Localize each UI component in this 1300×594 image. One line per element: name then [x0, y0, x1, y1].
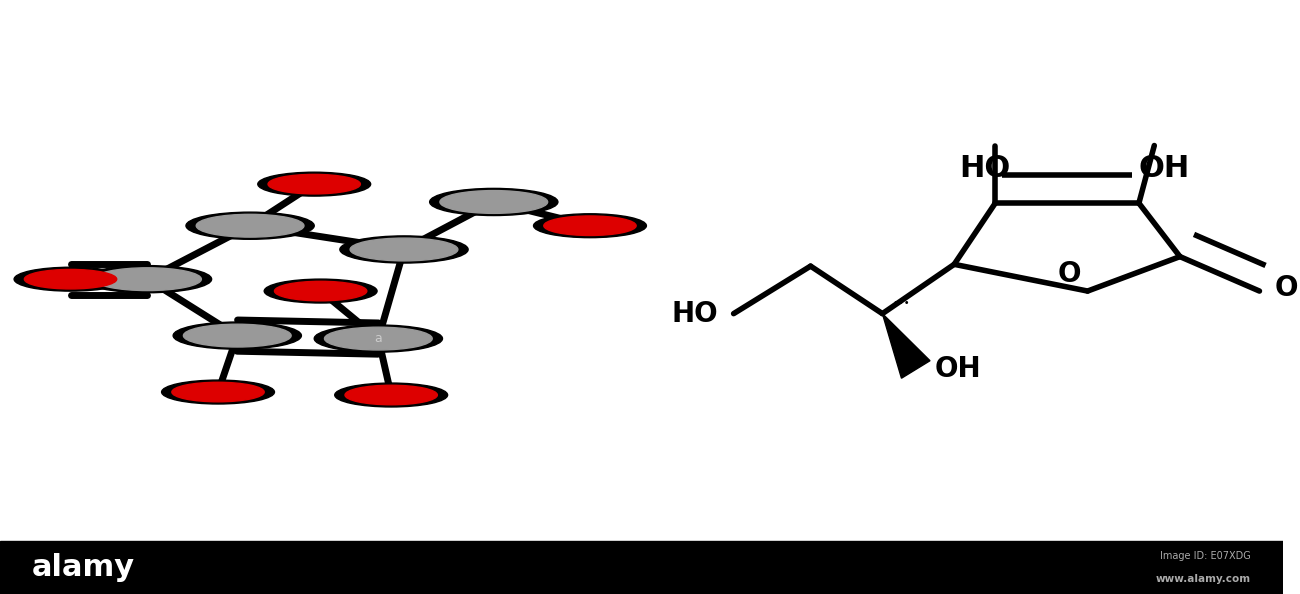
Ellipse shape	[161, 380, 274, 404]
Text: HO: HO	[959, 154, 1010, 184]
Ellipse shape	[183, 324, 291, 347]
Text: O: O	[1275, 274, 1299, 302]
Ellipse shape	[430, 188, 558, 216]
Ellipse shape	[344, 386, 437, 405]
Ellipse shape	[14, 267, 127, 291]
Ellipse shape	[172, 383, 264, 402]
Text: www.alamy.com: www.alamy.com	[1156, 574, 1251, 584]
Ellipse shape	[533, 214, 646, 238]
Ellipse shape	[94, 268, 202, 290]
Bar	[0, 541, 1283, 594]
Ellipse shape	[257, 172, 370, 196]
Text: OH: OH	[935, 355, 982, 384]
Text: O: O	[1058, 260, 1082, 288]
Ellipse shape	[325, 327, 432, 350]
Ellipse shape	[264, 279, 377, 303]
Text: •••: •••	[893, 298, 910, 308]
Ellipse shape	[439, 191, 547, 213]
Polygon shape	[883, 314, 930, 378]
Ellipse shape	[268, 175, 360, 194]
Text: OH: OH	[1139, 154, 1191, 184]
Ellipse shape	[315, 325, 442, 352]
Ellipse shape	[83, 266, 212, 293]
Text: HO: HO	[672, 299, 718, 328]
Text: alamy: alamy	[32, 553, 135, 582]
Ellipse shape	[186, 212, 315, 239]
Ellipse shape	[173, 322, 302, 349]
Ellipse shape	[334, 383, 447, 407]
Ellipse shape	[543, 216, 636, 235]
Text: Image ID: E07XDG: Image ID: E07XDG	[1160, 551, 1251, 561]
Ellipse shape	[339, 236, 468, 263]
Ellipse shape	[274, 282, 367, 301]
Ellipse shape	[350, 238, 458, 261]
Ellipse shape	[196, 214, 304, 237]
Text: a: a	[374, 332, 382, 345]
Ellipse shape	[25, 270, 117, 289]
